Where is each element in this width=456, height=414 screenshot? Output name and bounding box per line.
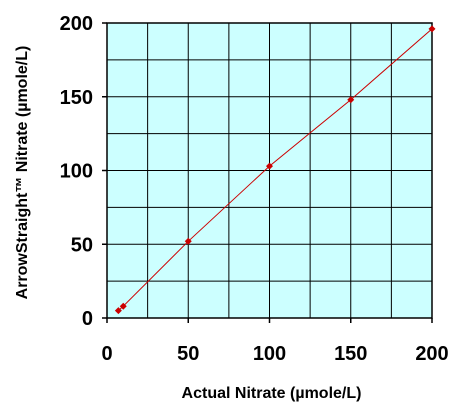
data-series [114,25,436,315]
data-point-marker [184,237,192,245]
x-tick-label: 50 [177,343,199,365]
y-tick-label: 0 [82,308,93,330]
y-tick-label: 100 [60,161,93,183]
x-tick-label: 0 [101,343,112,365]
x-axis-title: Actual Nitrate (µmole/L) [182,385,362,402]
data-point-marker [347,96,355,104]
data-point-marker [119,302,127,310]
data-point-marker [266,162,273,170]
data-point-marker [428,25,436,33]
y-axis-tick-labels: 0 50 100 150 200 [60,13,107,330]
x-tick-label: 150 [334,343,367,365]
y-tick-label: 50 [71,234,93,256]
grid-lines [107,23,432,318]
data-point-marker [114,307,122,315]
x-tick-label: 200 [415,343,448,365]
y-tick-label: 200 [60,13,93,35]
x-axis-tick-labels: 0 50 100 150 200 [101,318,449,365]
y-tick-label: 150 [60,87,93,109]
x-tick-label: 100 [253,343,286,365]
y-axis-title: ArrowStraight™ Nitrate (µmole/L) [14,46,31,300]
